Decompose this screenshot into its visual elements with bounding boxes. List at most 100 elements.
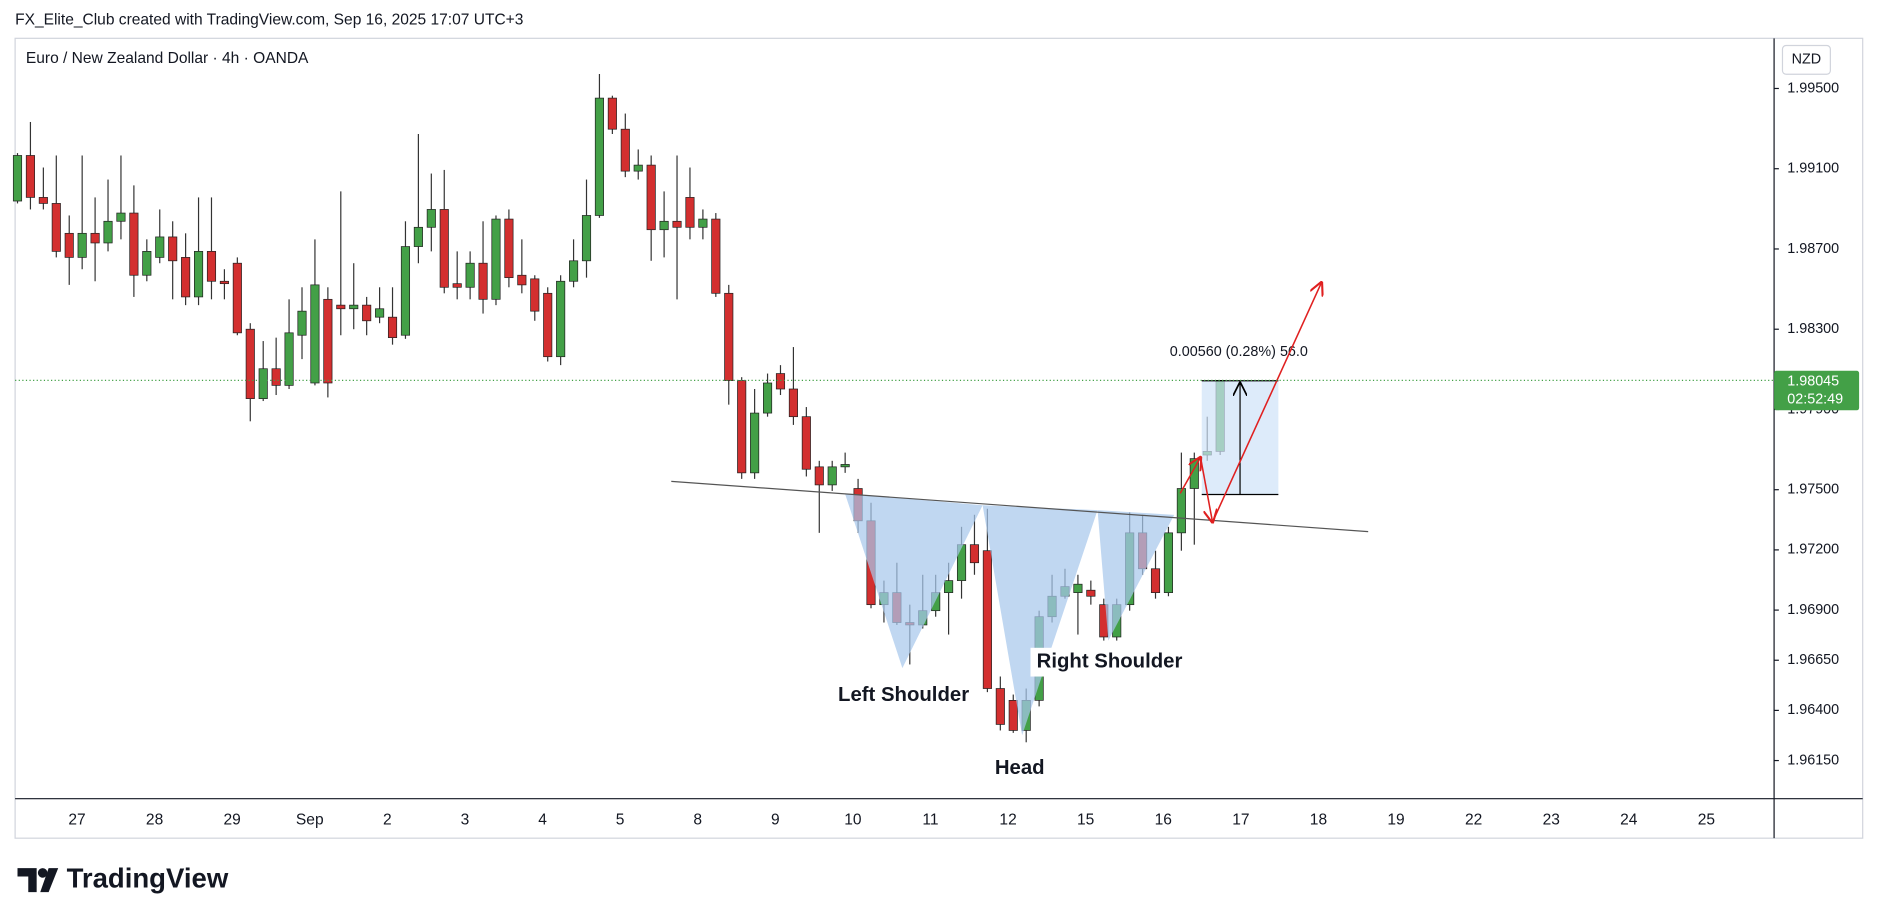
x-tick-label: 15 bbox=[1077, 811, 1094, 828]
candle-body bbox=[375, 308, 385, 318]
neckline bbox=[671, 480, 1369, 533]
x-tick-label: 11 bbox=[922, 811, 938, 828]
currency: NZD bbox=[1792, 52, 1822, 68]
candle-body bbox=[659, 220, 669, 231]
x-tick-label: 5 bbox=[616, 811, 625, 828]
candle-body bbox=[206, 251, 217, 282]
candle-body bbox=[1176, 488, 1186, 534]
x-tick-label: Sep bbox=[296, 811, 324, 828]
x-tick-label: 17 bbox=[1232, 811, 1249, 828]
x-tick-label: 24 bbox=[1620, 811, 1638, 828]
y-tick-label: 1.96650 bbox=[1787, 652, 1839, 668]
candle-body bbox=[840, 464, 850, 468]
right-shoulder-shape bbox=[1097, 510, 1175, 641]
arrow-up-1 bbox=[1179, 457, 1200, 494]
candle-body bbox=[1163, 532, 1173, 593]
candle-body bbox=[801, 416, 811, 470]
candle-body bbox=[982, 550, 992, 689]
candle-body bbox=[646, 164, 656, 231]
x-tick-label: 10 bbox=[844, 811, 862, 828]
candle-body bbox=[737, 380, 747, 474]
candle-body bbox=[284, 332, 294, 386]
candle-body bbox=[969, 544, 980, 564]
candle-body bbox=[620, 128, 630, 172]
candle-body bbox=[569, 260, 579, 282]
x-tick-label: 9 bbox=[771, 811, 780, 828]
candle-body bbox=[814, 466, 824, 486]
y-tick-label: 1.97200 bbox=[1787, 542, 1839, 558]
x-tick-label: 27 bbox=[68, 811, 85, 828]
candle-body bbox=[362, 304, 372, 322]
candle-body bbox=[336, 304, 346, 310]
candle-body bbox=[12, 155, 23, 202]
y-tick-label: 1.96150 bbox=[1787, 752, 1839, 768]
candle-body bbox=[672, 220, 682, 228]
last-price-label: 1.98045 bbox=[1787, 373, 1839, 389]
candle-body bbox=[387, 316, 398, 339]
frame bbox=[14, 37, 1864, 839]
chart-title: Euro / New Zealand Dollar · 4h · OANDA bbox=[26, 50, 309, 67]
logo-mark bbox=[40, 868, 59, 893]
candle-body bbox=[129, 212, 139, 276]
candle-body bbox=[232, 262, 242, 334]
x-tick-label: 8 bbox=[693, 811, 702, 828]
candle-body bbox=[763, 382, 773, 414]
pattern-drawings bbox=[844, 493, 1175, 736]
candle-body bbox=[1073, 583, 1083, 593]
candle-body bbox=[297, 310, 307, 336]
candle-body bbox=[452, 283, 462, 288]
candle-body bbox=[504, 218, 514, 279]
candle-body bbox=[64, 232, 74, 258]
candle-body bbox=[413, 226, 423, 247]
candles bbox=[12, 74, 1225, 743]
currency-button[interactable] bbox=[1781, 44, 1831, 75]
y-tick-label: 1.96900 bbox=[1787, 602, 1839, 618]
candle-body bbox=[478, 262, 488, 300]
candle-body bbox=[1008, 700, 1018, 731]
header: FX_Elite_Club created with TradingView.c… bbox=[15, 11, 523, 28]
arrow-down bbox=[1199, 457, 1213, 522]
candle-body bbox=[271, 368, 281, 386]
x-tick-label: 19 bbox=[1387, 811, 1404, 828]
axes: 1.995001.991001.987001.983001.979001.975… bbox=[15, 80, 1860, 828]
candle-body bbox=[633, 164, 643, 172]
candle-body bbox=[77, 232, 87, 258]
measure-label: 0.00560 (0.28%) 56.0 bbox=[1170, 344, 1308, 360]
x-tick-label: 16 bbox=[1155, 811, 1172, 828]
candle-body bbox=[581, 215, 592, 262]
x-tick-label: 18 bbox=[1310, 811, 1327, 828]
candle-body bbox=[349, 304, 359, 310]
candle-body bbox=[530, 278, 540, 312]
y-tick-label: 1.98700 bbox=[1787, 241, 1839, 257]
candle-body bbox=[724, 292, 734, 381]
candle-body bbox=[51, 203, 61, 252]
countdown: 02:52:49 bbox=[1787, 391, 1843, 407]
x-tick-label: 3 bbox=[461, 811, 470, 828]
logo-mark bbox=[17, 868, 37, 893]
candle-body bbox=[827, 466, 837, 486]
candle-body bbox=[685, 197, 695, 228]
candle-body bbox=[439, 209, 449, 288]
candle-body bbox=[465, 262, 475, 288]
candle-body bbox=[142, 251, 152, 276]
candle-body bbox=[775, 373, 786, 390]
candle-body bbox=[711, 218, 721, 294]
x-tick-label: 23 bbox=[1543, 811, 1560, 828]
candle-body bbox=[750, 412, 760, 474]
annotation-bg bbox=[1030, 647, 1189, 677]
candle-body bbox=[168, 236, 178, 262]
candle-body bbox=[995, 688, 1005, 725]
annotation: Right Shoulder bbox=[1037, 651, 1183, 673]
y-tick-label: 1.99100 bbox=[1787, 161, 1839, 177]
candle-body bbox=[944, 580, 954, 593]
logo: TradingView bbox=[17, 862, 229, 893]
brand: TradingView bbox=[67, 862, 229, 893]
candle-body bbox=[426, 209, 436, 228]
x-tick-label: 22 bbox=[1465, 811, 1482, 828]
x-tick-label: 4 bbox=[538, 811, 547, 828]
x-tick-label: 28 bbox=[146, 811, 163, 828]
candle-body bbox=[698, 218, 708, 228]
candle-body bbox=[594, 97, 604, 216]
